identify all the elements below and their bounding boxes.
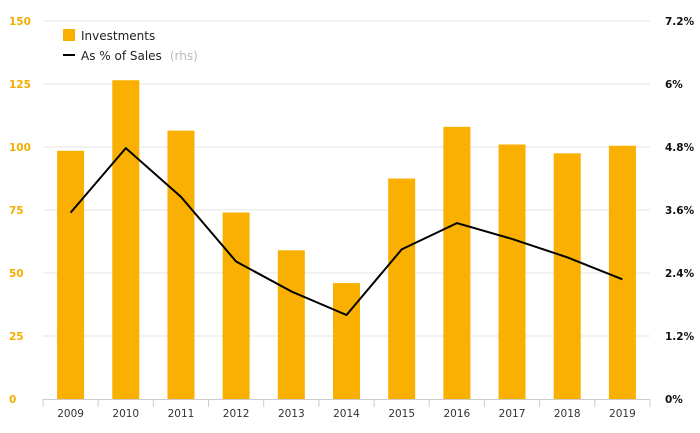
bar-2017 bbox=[498, 144, 526, 399]
x-tick-label: 2009 bbox=[57, 408, 84, 420]
y-right-tick-label: 2.4% bbox=[665, 268, 695, 280]
y-right-tick-label: 4.8% bbox=[665, 142, 695, 154]
x-tick-label: 2011 bbox=[168, 408, 195, 420]
x-tick-label: 2019 bbox=[609, 408, 636, 420]
x-tick-label: 2016 bbox=[443, 408, 470, 420]
y-left-tick-label: 100 bbox=[9, 142, 31, 154]
x-tick-label: 2018 bbox=[554, 408, 581, 420]
bar-2012 bbox=[222, 212, 250, 399]
line-percent-of-sales bbox=[69, 147, 623, 316]
x-tick-label: 2012 bbox=[223, 408, 250, 420]
y-right-tick-label: 3.6% bbox=[665, 205, 695, 217]
legend-label-percent-sales: As % of Sales (rhs) bbox=[81, 47, 198, 64]
bar-2010 bbox=[112, 80, 140, 399]
y-left-tick-label: 150 bbox=[9, 16, 31, 28]
bars bbox=[57, 80, 636, 399]
y-left-tick-label: 50 bbox=[9, 268, 24, 280]
bar-2015 bbox=[388, 178, 416, 399]
legend-label-investments: Investments bbox=[81, 29, 155, 43]
bar-2018 bbox=[553, 153, 581, 399]
bar-2009 bbox=[57, 150, 85, 399]
x-tick-label: 2015 bbox=[388, 408, 415, 420]
legend-label-percent-sales-text: As % of Sales bbox=[81, 49, 162, 63]
bar-2014 bbox=[333, 283, 360, 399]
bar-2019 bbox=[608, 145, 636, 399]
legend: Investments As % of Sales (rhs) bbox=[63, 29, 198, 64]
legend-swatch-investments bbox=[63, 29, 75, 41]
bar-2016 bbox=[443, 126, 471, 399]
y-right-tick-label: 0% bbox=[665, 394, 683, 406]
x-tick-label: 2017 bbox=[499, 408, 526, 420]
x-tick-label: 2013 bbox=[278, 408, 305, 420]
y-left-tick-label: 0 bbox=[9, 394, 16, 406]
y-left-tick-label: 25 bbox=[9, 331, 24, 343]
y-left-tick-label: 75 bbox=[9, 205, 24, 217]
line-series bbox=[69, 147, 623, 316]
bar-2013 bbox=[277, 250, 305, 399]
y-right-tick-label: 6% bbox=[665, 79, 683, 91]
y-left-tick-label: 125 bbox=[9, 79, 31, 91]
bar-2011 bbox=[167, 130, 195, 399]
x-tick-label: 2010 bbox=[112, 408, 139, 420]
y-right-tick-label: 7.2% bbox=[665, 16, 695, 28]
grid-lines bbox=[43, 20, 650, 337]
legend-label-percent-sales-note: (rhs) bbox=[170, 49, 198, 63]
x-tick-label: 2014 bbox=[333, 408, 360, 420]
axes: 0 25 50 75 100 125 150 0% 1.2% 2.4% 3.6% 4.8% 6% 7.2%… bbox=[9, 16, 695, 420]
y-right-tick-label: 1.2% bbox=[665, 331, 695, 343]
